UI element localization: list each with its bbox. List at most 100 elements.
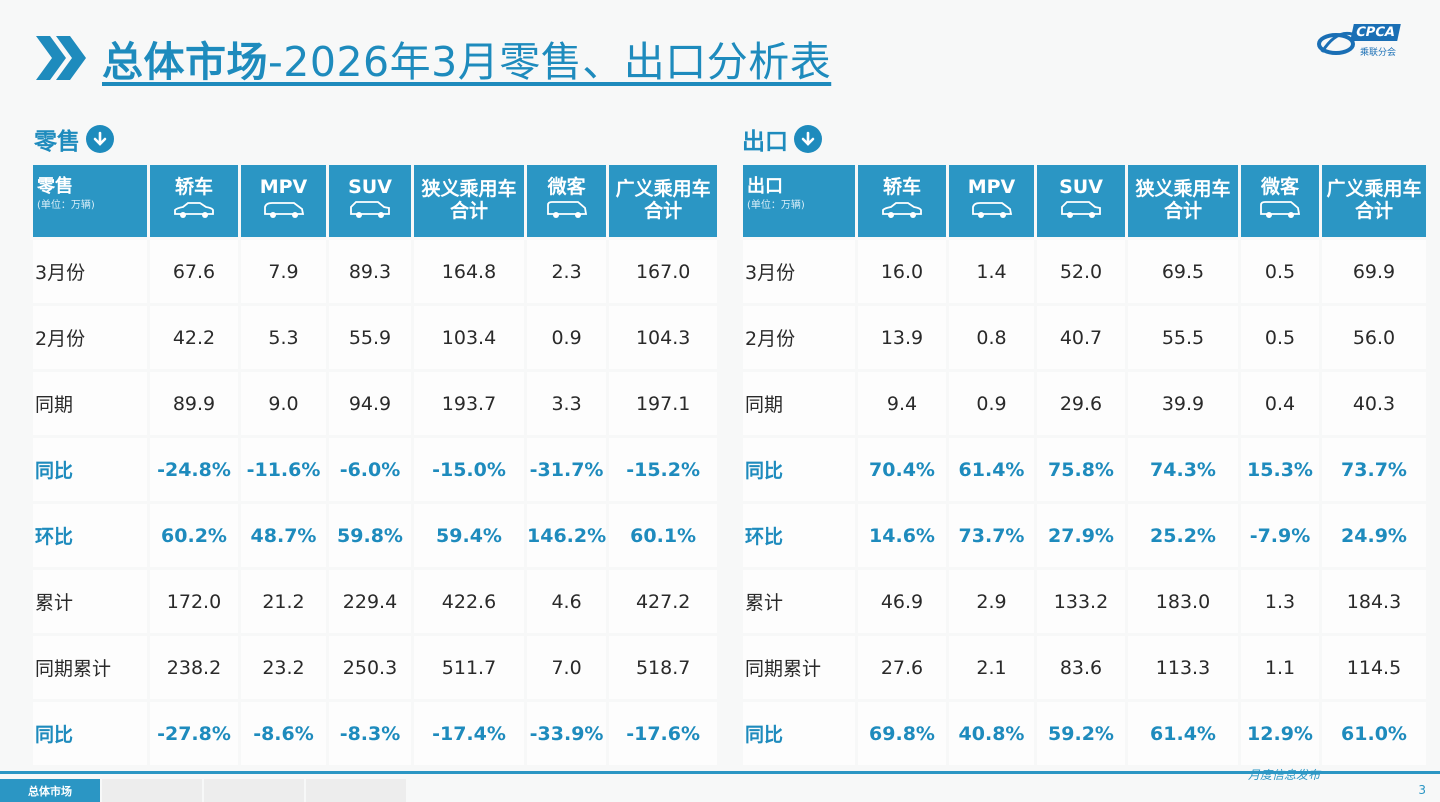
table-cell: 133.2 bbox=[1037, 570, 1125, 633]
column-header-label: 狭义乘用车 bbox=[1135, 178, 1231, 201]
table-row: 3月份 16.0 1.4 52.0 69.5 0.5 69.9 bbox=[743, 240, 1426, 303]
table-cell: 21.2 bbox=[241, 570, 326, 633]
export-unit-label: (单位：万辆) bbox=[747, 199, 805, 211]
table-cell: 60.2% bbox=[150, 504, 238, 567]
column-header-label: 广义乘用车 bbox=[1326, 178, 1422, 201]
table-cell: 1.1 bbox=[1241, 636, 1319, 699]
table-cell: 16.0 bbox=[858, 240, 946, 303]
retail-unit-label: (单位：万辆) bbox=[37, 199, 95, 211]
table-cell: -8.3% bbox=[329, 702, 411, 765]
row-label: 同期 bbox=[33, 372, 147, 435]
row-label: 3月份 bbox=[33, 240, 147, 303]
double-chevron-icon bbox=[36, 36, 88, 80]
table-row: 同期累计 27.6 2.1 83.6 113.3 1.1 114.5 bbox=[743, 636, 1426, 699]
table-cell: 42.2 bbox=[150, 306, 238, 369]
column-header: 轿车 bbox=[858, 165, 946, 237]
table-cell: 0.5 bbox=[1241, 306, 1319, 369]
table-cell: 229.4 bbox=[329, 570, 411, 633]
tab-placeholder[interactable] bbox=[306, 779, 406, 802]
table-cell: 114.5 bbox=[1322, 636, 1426, 699]
table-cell: 9.4 bbox=[858, 372, 946, 435]
table-cell: 12.9% bbox=[1241, 702, 1319, 765]
row-label: 2月份 bbox=[33, 306, 147, 369]
table-cell: -15.2% bbox=[609, 438, 718, 501]
table-cell: 1.3 bbox=[1241, 570, 1319, 633]
column-header: MPV bbox=[241, 165, 326, 237]
table-cell: -17.4% bbox=[414, 702, 524, 765]
table-cell: 0.9 bbox=[949, 372, 1034, 435]
table-cell: 46.9 bbox=[858, 570, 946, 633]
table-cell: 56.0 bbox=[1322, 306, 1426, 369]
column-header-label: 广义乘用车 bbox=[615, 178, 711, 201]
table-cell: 183.0 bbox=[1128, 570, 1238, 633]
row-label: 3月份 bbox=[743, 240, 855, 303]
table-row: 2月份 13.9 0.8 40.7 55.5 0.5 56.0 bbox=[743, 306, 1426, 369]
table-cell: 14.6% bbox=[858, 504, 946, 567]
table-cell: 104.3 bbox=[609, 306, 718, 369]
table-row: 2月份 42.2 5.3 55.9 103.4 0.9 104.3 bbox=[33, 306, 718, 369]
table-cell: 89.3 bbox=[329, 240, 411, 303]
table-cell: 9.0 bbox=[241, 372, 326, 435]
table-row: 累计 46.9 2.9 133.2 183.0 1.3 184.3 bbox=[743, 570, 1426, 633]
table-cell: -8.6% bbox=[241, 702, 326, 765]
column-header-label-line2: 合计 bbox=[1354, 200, 1393, 222]
table-row: 同期累计 238.2 23.2 250.3 511.7 7.0 518.7 bbox=[33, 636, 718, 699]
mpv-icon bbox=[241, 201, 326, 225]
column-header-label: 微客 bbox=[1260, 176, 1299, 199]
export-label: 出口 bbox=[742, 129, 788, 155]
table-cell: 0.8 bbox=[949, 306, 1034, 369]
table-cell: 2.3 bbox=[527, 240, 607, 303]
export-header-title-text: 出口 bbox=[747, 176, 783, 197]
table-cell: -11.6% bbox=[241, 438, 326, 501]
table-cell: 184.3 bbox=[1322, 570, 1426, 633]
export-table: 出口 (单位：万辆) 轿车 MPV SUV 狭义乘用车 合计 微客 广义乘用车 合计 … bbox=[740, 162, 1429, 768]
export-section-label: 出口 bbox=[742, 122, 822, 156]
table-row: 同期 9.4 0.9 29.6 39.9 0.4 40.3 bbox=[743, 372, 1426, 435]
table-cell: 0.4 bbox=[1241, 372, 1319, 435]
table-cell: 7.9 bbox=[241, 240, 326, 303]
table-cell: 4.6 bbox=[527, 570, 607, 633]
arrow-down-icon bbox=[86, 125, 114, 153]
column-header-label: 轿车 bbox=[174, 176, 213, 199]
column-header-label: SUV bbox=[1059, 176, 1103, 199]
tab-overall-market[interactable]: 总体市场 bbox=[0, 779, 100, 802]
tab-placeholder[interactable] bbox=[102, 779, 202, 802]
table-cell: 1.4 bbox=[949, 240, 1034, 303]
table-cell: 61.4% bbox=[949, 438, 1034, 501]
column-header: 狭义乘用车 合计 bbox=[1128, 165, 1238, 237]
tab-placeholder[interactable] bbox=[204, 779, 304, 802]
table-cell: -7.9% bbox=[1241, 504, 1319, 567]
table-cell: 2.9 bbox=[949, 570, 1034, 633]
bottom-tabs: 总体市场 bbox=[0, 779, 408, 802]
table-cell: 39.9 bbox=[1128, 372, 1238, 435]
row-label: 同期累计 bbox=[743, 636, 855, 699]
table-cell: 27.9% bbox=[1037, 504, 1125, 567]
table-cell: 0.5 bbox=[1241, 240, 1319, 303]
footer-note: 月度信息发布 bbox=[1247, 768, 1320, 782]
column-header-label: 狭义乘用车 bbox=[421, 178, 517, 201]
suv-icon bbox=[329, 201, 411, 225]
table-cell: 83.6 bbox=[1037, 636, 1125, 699]
column-header-label: 轿车 bbox=[882, 176, 921, 199]
column-header: 微客 bbox=[527, 165, 607, 237]
sedan-icon bbox=[858, 201, 946, 225]
table-cell: 27.6 bbox=[858, 636, 946, 699]
table-cell: 69.8% bbox=[858, 702, 946, 765]
table-cell: -27.8% bbox=[150, 702, 238, 765]
table-cell: 15.3% bbox=[1241, 438, 1319, 501]
table-cell: 48.7% bbox=[241, 504, 326, 567]
row-label: 同期 bbox=[743, 372, 855, 435]
minivan-icon bbox=[1241, 201, 1319, 225]
table-cell: 427.2 bbox=[609, 570, 718, 633]
table-cell: 94.9 bbox=[329, 372, 411, 435]
table-cell: 67.6 bbox=[150, 240, 238, 303]
column-header: SUV bbox=[329, 165, 411, 237]
retail-label: 零售 bbox=[34, 129, 80, 155]
column-header-label: 微客 bbox=[547, 176, 586, 199]
sedan-icon bbox=[150, 201, 238, 225]
table-cell: -33.9% bbox=[527, 702, 607, 765]
table-cell: -6.0% bbox=[329, 438, 411, 501]
logo-subtext: 乘联分会 bbox=[1360, 48, 1397, 58]
table-cell: 238.2 bbox=[150, 636, 238, 699]
table-cell: 40.7 bbox=[1037, 306, 1125, 369]
